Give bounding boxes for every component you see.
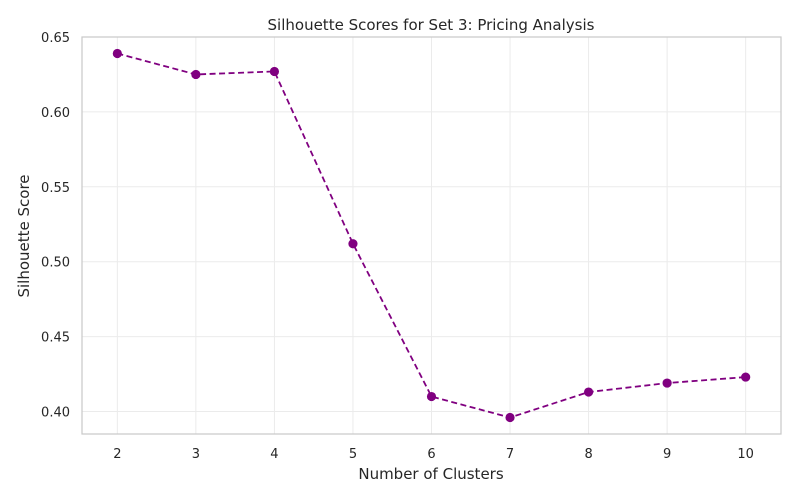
x-tick-label: 4 [270, 447, 278, 462]
series-layer [112, 48, 751, 423]
x-tick-label: 6 [427, 447, 435, 462]
data-point [191, 69, 201, 80]
x-tick-label: 3 [192, 447, 200, 462]
data-point [741, 372, 751, 382]
plot-frame [81, 36, 782, 435]
y-axis-title: Silhouette Score [15, 174, 33, 297]
x-tick-labels: 2 3 4 5 6 7 8 9 10 [113, 447, 754, 462]
x-tick-label: 10 [737, 447, 754, 462]
grid [82, 36, 781, 434]
y-tick-labels: 0.40 0.45 0.50 0.55 0.60 0.65 [41, 31, 70, 421]
y-tick-label: 0.60 [41, 106, 70, 121]
y-tick-label: 0.65 [41, 31, 70, 46]
x-tick-label: 2 [113, 447, 121, 462]
y-tick-label: 0.40 [41, 406, 70, 421]
data-point [505, 412, 515, 423]
x-tick-label: 9 [663, 447, 671, 462]
x-tick-label: 5 [349, 447, 357, 462]
series-line [117, 52, 746, 419]
x-tick-label: 8 [584, 447, 592, 462]
y-tick-label: 0.45 [41, 331, 70, 346]
x-tick-label: 7 [506, 447, 514, 462]
data-point [662, 378, 672, 388]
data-point [348, 239, 358, 249]
y-tick-label: 0.50 [41, 256, 70, 271]
x-axis-title: Number of Clusters [358, 465, 503, 483]
data-point [269, 66, 280, 77]
data-point [112, 48, 122, 59]
y-tick-label: 0.55 [41, 181, 70, 196]
data-point [426, 391, 437, 402]
chart-title: Silhouette Scores for Set 3: Pricing Ana… [268, 16, 595, 34]
data-point [583, 387, 594, 397]
